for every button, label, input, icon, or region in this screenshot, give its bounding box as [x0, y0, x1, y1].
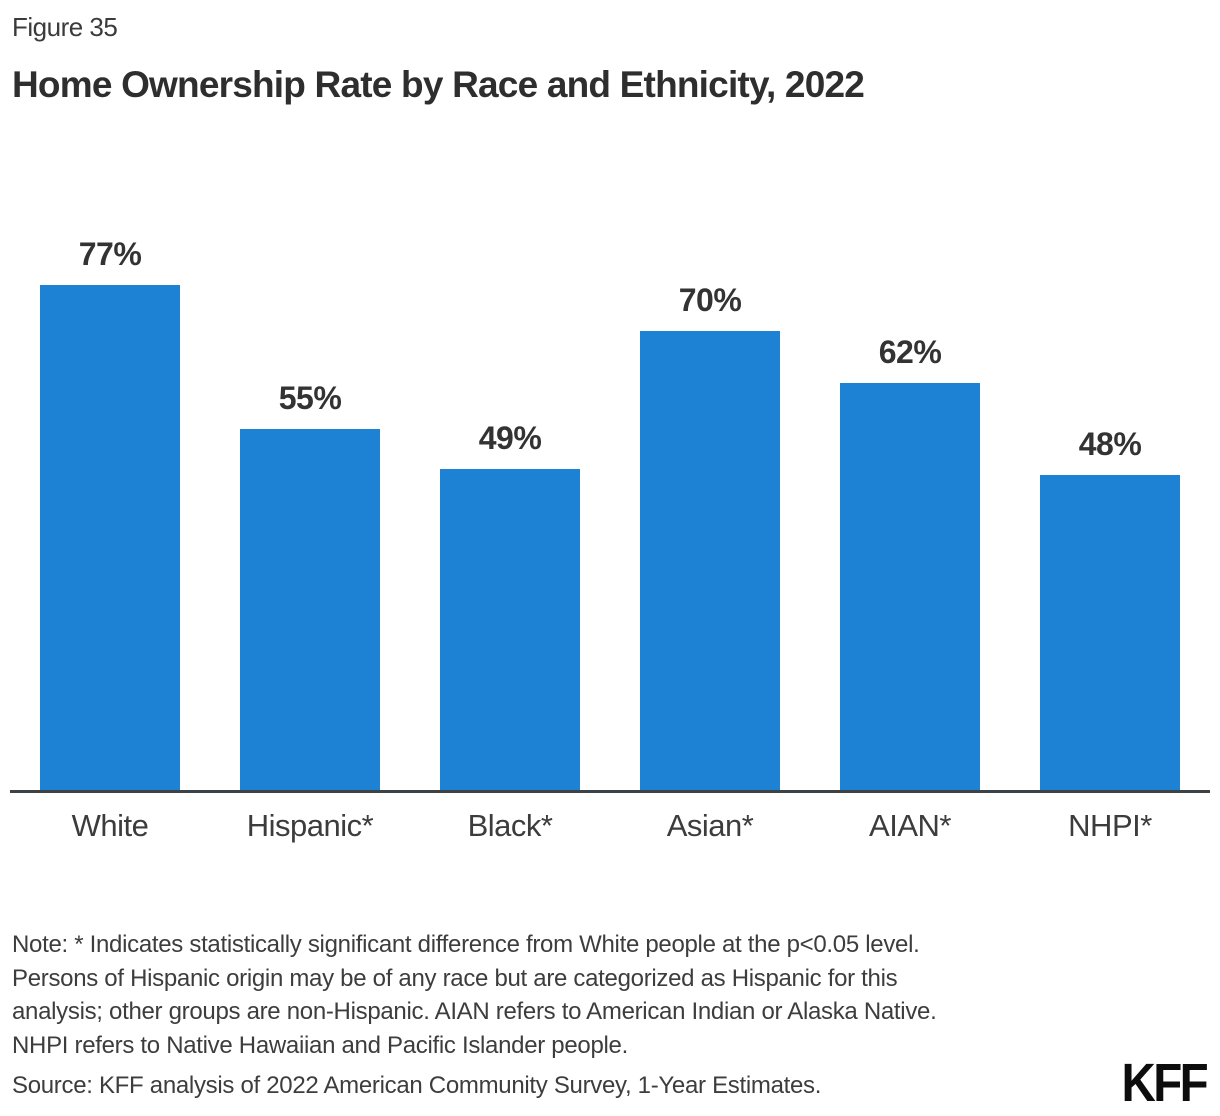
bar-group: 70%: [610, 220, 810, 790]
page-title: Home Ownership Rate by Race and Ethnicit…: [12, 64, 865, 105]
bar-value-label: 48%: [1078, 426, 1142, 463]
bar-value-label: 55%: [278, 380, 342, 417]
bar-group: 62%: [810, 220, 1010, 790]
bar-group: 55%: [210, 220, 410, 790]
note-line: Note: * Indicates statistically signific…: [12, 931, 920, 958]
x-axis-label: Asian*: [666, 808, 754, 843]
bar: [1040, 475, 1180, 790]
bar: [440, 468, 580, 790]
kff-logo: KFF: [1121, 1053, 1209, 1113]
note-text: Note: * Indicates statistically signific…: [12, 928, 937, 1062]
bar-chart: 77% 55% 49% 70% 62% 48%: [10, 220, 1210, 793]
bar: [40, 284, 180, 790]
x-axis-label: Black*: [467, 808, 553, 843]
note-line: analysis; other groups are non-Hispanic.…: [12, 998, 937, 1025]
bar-group: 48%: [1010, 220, 1210, 790]
note-line: NHPI refers to Native Hawaiian and Pacif…: [12, 1031, 628, 1059]
bar: [240, 429, 380, 790]
x-axis-label: AIAN*: [869, 808, 951, 843]
source-text: Source: KFF analysis of 2022 American Co…: [12, 1072, 822, 1099]
bar-group: 77%: [10, 220, 210, 790]
bar: [640, 330, 780, 790]
x-axis-label: Hispanic*: [246, 808, 374, 843]
x-axis-label: NHPI*: [1068, 808, 1152, 843]
bar: [840, 383, 980, 790]
bar-value-label: 70%: [678, 281, 742, 318]
note-line: Persons of Hispanic origin may be of any…: [12, 964, 898, 992]
bar-group: 49%: [410, 220, 610, 790]
bar-value-label: 62%: [878, 334, 942, 371]
x-axis-label: White: [71, 808, 149, 843]
x-axis-labels: White Hispanic* Black* Asian* AIAN* NHPI*: [10, 808, 1210, 844]
figure-label: Figure 35: [12, 12, 118, 42]
bar-value-label: 49%: [478, 419, 542, 456]
bar-value-label: 77%: [78, 235, 142, 272]
